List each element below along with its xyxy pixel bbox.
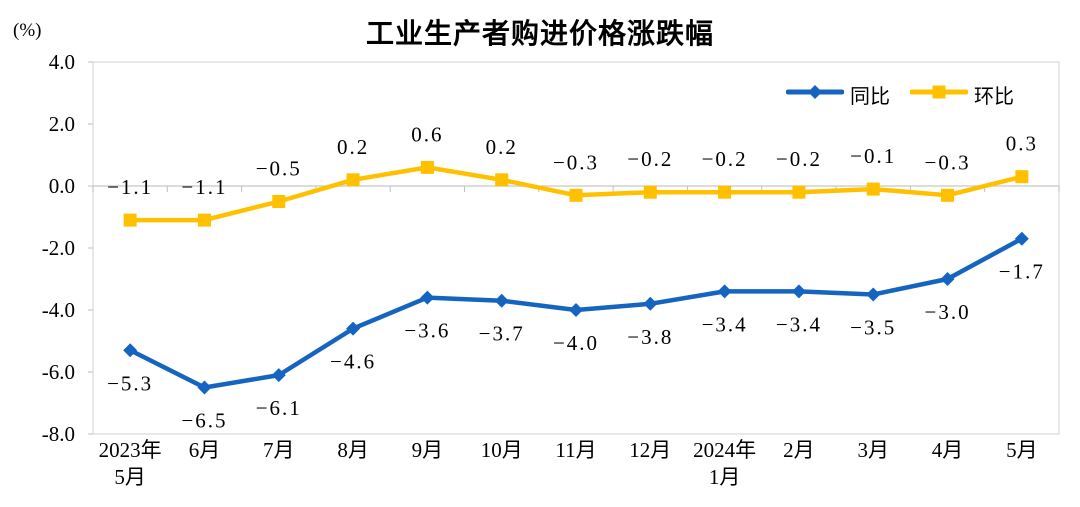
legend-item-mom: 环比 <box>909 80 1014 109</box>
y-tick-label: 2.0 <box>49 112 75 136</box>
data-label: −0.1 <box>850 144 896 168</box>
data-point-marker <box>346 321 361 336</box>
y-axis-unit-label: (%) <box>13 20 42 41</box>
data-label: −0.2 <box>776 147 822 171</box>
x-tick-label: 12月 <box>629 438 671 462</box>
data-label: −1.1 <box>107 175 153 199</box>
line-diamond-marker-icon <box>785 84 845 105</box>
data-label: −1.1 <box>181 175 227 199</box>
x-tick-label: 8月 <box>337 438 369 462</box>
x-tick-label: 5月 <box>114 465 146 489</box>
data-label: −6.5 <box>181 409 227 433</box>
x-tick-label: 4月 <box>932 438 964 462</box>
data-point-marker <box>791 284 806 299</box>
data-point-marker <box>271 368 286 383</box>
data-point-marker <box>941 188 955 202</box>
data-point-marker <box>717 284 732 299</box>
x-tick-label: 2024年 <box>693 438 756 462</box>
data-label: 0.6 <box>411 122 443 146</box>
y-tick-label: -2.0 <box>42 236 75 260</box>
data-label: 0.3 <box>1006 132 1038 156</box>
data-point-marker <box>420 290 435 305</box>
data-point-marker <box>197 213 211 227</box>
data-point-marker <box>866 182 880 196</box>
x-tick-label: 9月 <box>412 438 444 462</box>
data-point-marker <box>272 195 286 208</box>
data-point-marker <box>123 343 138 358</box>
data-point-marker <box>494 293 509 308</box>
y-tick-label: -4.0 <box>42 298 75 322</box>
x-tick-label: 10月 <box>481 438 523 462</box>
data-label: −0.3 <box>924 150 970 174</box>
x-tick-label: 2月 <box>783 438 815 462</box>
data-point-marker <box>718 185 732 199</box>
y-tick-label: -6.0 <box>42 360 75 384</box>
data-point-marker <box>197 380 212 395</box>
data-point-marker <box>792 185 806 199</box>
chart-title: 工业生产者购进价格涨跌幅 <box>365 18 714 49</box>
data-label: −4.6 <box>330 350 376 374</box>
legend: 同比 环比 <box>785 80 1014 109</box>
data-label: −0.5 <box>256 157 302 181</box>
data-point-marker <box>420 160 434 174</box>
x-tick-label: 6月 <box>189 438 221 462</box>
data-label: −4.0 <box>553 331 599 355</box>
line-square-marker-icon <box>909 84 969 105</box>
data-point-marker <box>643 296 658 311</box>
data-point-marker <box>643 185 657 199</box>
legend-label-mom: 环比 <box>974 86 1014 108</box>
data-label: 0.2 <box>337 135 369 159</box>
data-label: −0.3 <box>553 150 599 174</box>
x-tick-label: 2023年 <box>99 438 162 462</box>
x-tick-label: 7月 <box>263 438 295 462</box>
data-label: −0.2 <box>702 147 748 171</box>
x-tick-label: 1月 <box>709 465 741 489</box>
data-point-marker <box>940 272 955 286</box>
data-point-marker <box>569 303 583 317</box>
data-point-marker <box>1014 231 1029 246</box>
plot-border <box>92 61 1060 435</box>
data-label: −3.4 <box>776 312 822 336</box>
x-tick-label: 11月 <box>555 438 596 462</box>
data-point-marker <box>569 188 583 202</box>
data-point-marker <box>346 173 360 187</box>
x-tick-label: 5月 <box>1006 438 1038 462</box>
data-point-marker <box>1015 170 1029 184</box>
y-tick-label: 0.0 <box>49 174 75 198</box>
data-label: −0.2 <box>627 147 673 171</box>
data-label: −5.3 <box>107 371 153 395</box>
data-label: −3.5 <box>850 316 896 340</box>
data-point-marker <box>123 213 137 227</box>
data-label: −1.7 <box>999 260 1045 284</box>
data-label: −3.6 <box>404 319 450 343</box>
data-label: −3.4 <box>702 312 748 336</box>
data-label: −6.1 <box>256 396 302 420</box>
data-label: −3.7 <box>479 322 525 346</box>
data-label: −3.0 <box>924 300 970 324</box>
y-tick-label: 4.0 <box>49 50 75 74</box>
data-point-marker <box>495 173 509 187</box>
data-point-marker <box>866 287 881 302</box>
legend-item-yoy: 同比 <box>785 80 890 109</box>
data-label: 0.2 <box>486 135 518 159</box>
data-label: −3.8 <box>627 325 673 349</box>
y-tick-label: -8.0 <box>42 422 75 446</box>
x-tick-label: 3月 <box>857 438 889 462</box>
legend-label-yoy: 同比 <box>850 86 890 108</box>
